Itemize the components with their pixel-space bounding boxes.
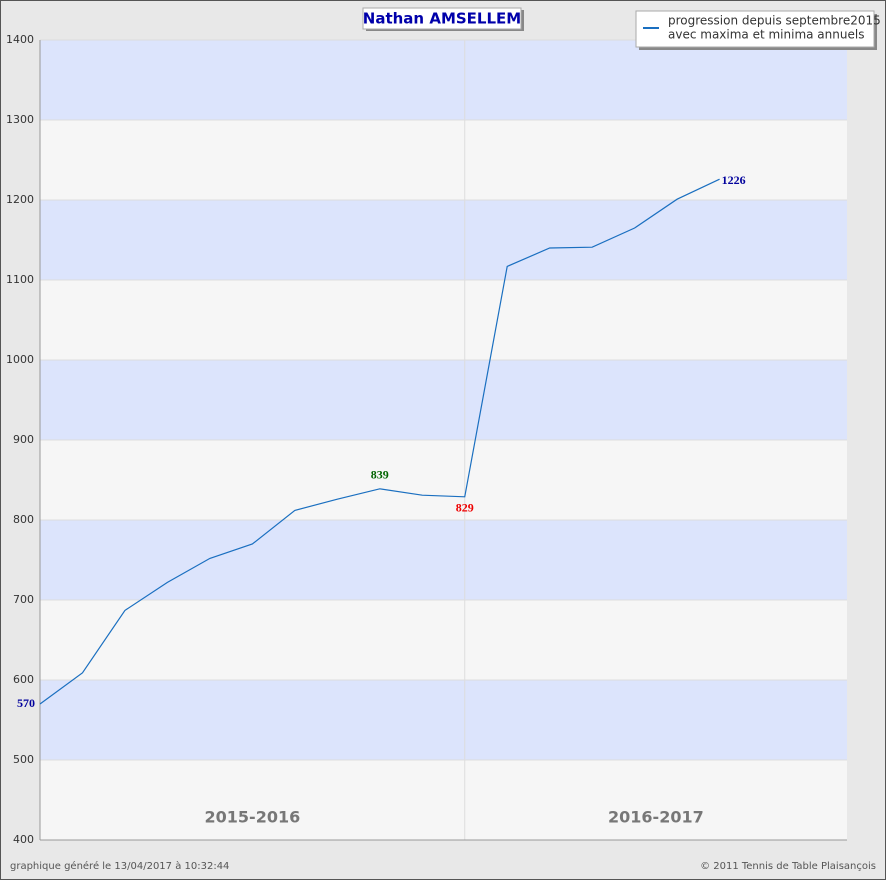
band	[40, 760, 847, 840]
value-label: 570	[17, 696, 35, 710]
value-label: 1226	[722, 173, 746, 187]
band	[40, 680, 847, 760]
y-tick-label: 400	[13, 833, 34, 846]
value-label: 839	[371, 468, 389, 482]
title-box	[362, 7, 522, 30]
y-tick-label: 1000	[6, 353, 34, 366]
y-tick-label: 900	[13, 433, 34, 446]
y-tick-label: 500	[13, 753, 34, 766]
season-label: 2015-2016	[205, 808, 301, 827]
y-tick-label: 1100	[6, 273, 34, 286]
band	[40, 520, 847, 600]
band	[40, 200, 847, 280]
legend	[635, 10, 875, 48]
footer-right: © 2011 Tennis de Table Plaisançois	[700, 861, 876, 872]
footer-left: graphique généré le 13/04/2017 à 10:32:4…	[10, 860, 229, 872]
y-tick-label: 700	[13, 593, 34, 606]
legend-note: avec maxima et minima annuels	[668, 28, 864, 42]
line	[39, 178, 720, 705]
band	[40, 360, 847, 440]
chart-title: Nathan AMSELLEM	[363, 10, 521, 28]
y-tick-label: 600	[13, 673, 34, 686]
legend-label: progression depuis septembre2015	[668, 14, 881, 28]
y-tick-label: 1400	[6, 33, 34, 46]
band	[40, 600, 847, 680]
value-label: 829	[456, 501, 474, 515]
band	[40, 40, 847, 120]
plot-area	[39, 39, 847, 841]
y-tick-label: 1300	[6, 113, 34, 126]
y-tick-label: 1200	[6, 193, 34, 206]
y-tick-label: 800	[13, 513, 34, 526]
band	[40, 120, 847, 200]
band	[40, 280, 847, 360]
season-label: 2016-2017	[608, 808, 704, 827]
band	[40, 440, 847, 520]
